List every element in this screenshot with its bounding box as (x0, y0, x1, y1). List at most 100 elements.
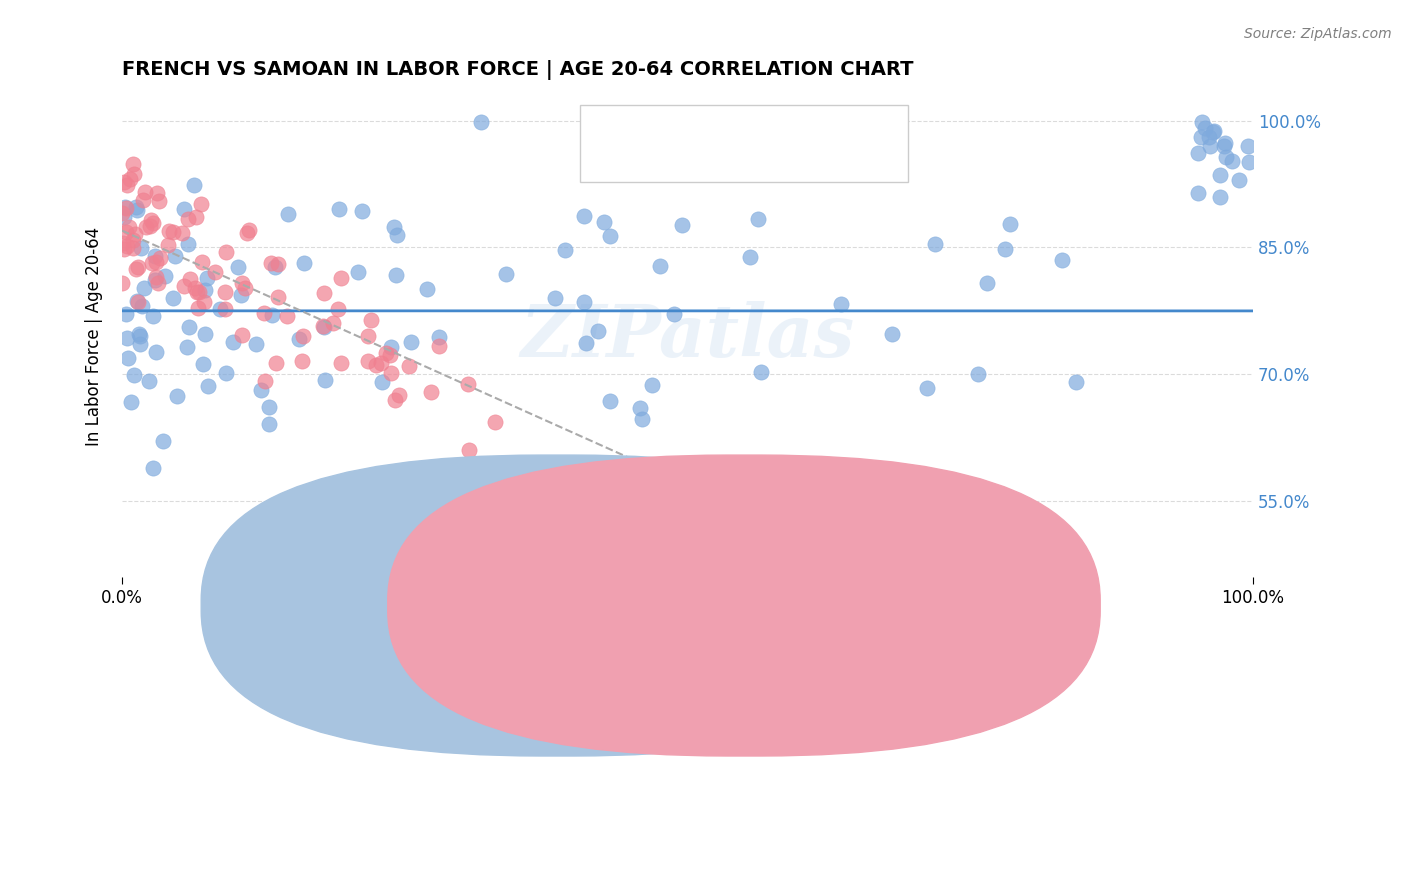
Point (544, 291, 567, 305)
Point (226, 260, 249, 275)
Point (1227, 173, 1250, 187)
Point (195, 271, 218, 285)
Point (427, 338, 450, 352)
Point (314, 373, 336, 387)
Point (976, 277, 998, 291)
Point (111, 205, 134, 219)
Point (127, 202, 149, 217)
Point (993, 242, 1015, 256)
Point (152, 434, 174, 449)
Point (484, 415, 506, 429)
Point (214, 244, 236, 259)
Point (145, 270, 167, 285)
Point (1209, 190, 1232, 204)
Point (575, 335, 598, 350)
Point (292, 256, 315, 270)
Point (112, 242, 135, 256)
Point (204, 265, 226, 279)
Point (360, 312, 382, 326)
Point (121, 157, 143, 171)
Point (142, 461, 165, 475)
Point (124, 227, 146, 241)
Point (628, 401, 651, 415)
Point (193, 358, 215, 372)
Point (291, 354, 314, 368)
Point (457, 442, 479, 457)
Point (398, 359, 420, 374)
Point (143, 249, 166, 263)
Point (214, 301, 236, 316)
Point (312, 319, 335, 334)
Point (574, 209, 596, 223)
Point (112, 175, 135, 189)
Text: Source: ZipAtlas.com: Source: ZipAtlas.com (1244, 27, 1392, 41)
Point (347, 265, 370, 279)
Point (236, 226, 259, 240)
Point (118, 219, 141, 234)
Point (1220, 154, 1243, 169)
Point (266, 356, 288, 370)
Point (371, 375, 394, 389)
Point (149, 251, 172, 265)
Point (1236, 139, 1258, 153)
Point (122, 368, 145, 383)
Point (495, 267, 517, 281)
Point (141, 213, 163, 227)
Point (311, 319, 333, 334)
Point (572, 294, 595, 309)
Point (470, 114, 492, 128)
Point (420, 385, 443, 400)
Point (385, 268, 408, 282)
Point (146, 186, 169, 200)
Point (322, 316, 344, 330)
Point (593, 215, 616, 229)
Point (1198, 129, 1220, 144)
Point (1187, 186, 1209, 201)
Point (330, 271, 353, 285)
Point (183, 178, 205, 192)
Point (112, 235, 135, 250)
Point (357, 354, 380, 368)
Point (1202, 124, 1225, 138)
Point (1237, 155, 1260, 169)
Point (122, 241, 145, 255)
Point (1000, 217, 1022, 231)
Point (129, 337, 152, 351)
Point (132, 281, 155, 295)
Text: French: French (569, 594, 624, 613)
Point (115, 225, 138, 239)
Point (222, 335, 245, 350)
Point (114, 200, 136, 214)
Point (380, 340, 402, 354)
Point (554, 244, 576, 258)
Point (586, 324, 609, 338)
Point (162, 291, 184, 305)
Point (880, 326, 903, 341)
Point (671, 218, 693, 232)
Point (145, 255, 167, 269)
Point (238, 222, 260, 236)
FancyBboxPatch shape (581, 105, 908, 182)
Point (740, 250, 762, 264)
Point (291, 329, 314, 343)
Point (186, 285, 208, 300)
Point (378, 348, 401, 362)
Point (179, 271, 201, 285)
Point (427, 330, 450, 344)
Point (112, 211, 135, 225)
Point (416, 282, 439, 296)
Point (374, 346, 396, 360)
Point (117, 331, 139, 345)
Point (966, 367, 988, 381)
Y-axis label: In Labor Force | Age 20-64: In Labor Force | Age 20-64 (86, 227, 103, 446)
Point (599, 228, 621, 243)
Point (231, 328, 253, 343)
Point (139, 219, 162, 234)
Point (143, 273, 166, 287)
Point (253, 375, 276, 389)
Point (142, 309, 165, 323)
Point (172, 226, 194, 240)
Point (1199, 139, 1222, 153)
Point (166, 389, 188, 403)
Point (388, 388, 411, 402)
